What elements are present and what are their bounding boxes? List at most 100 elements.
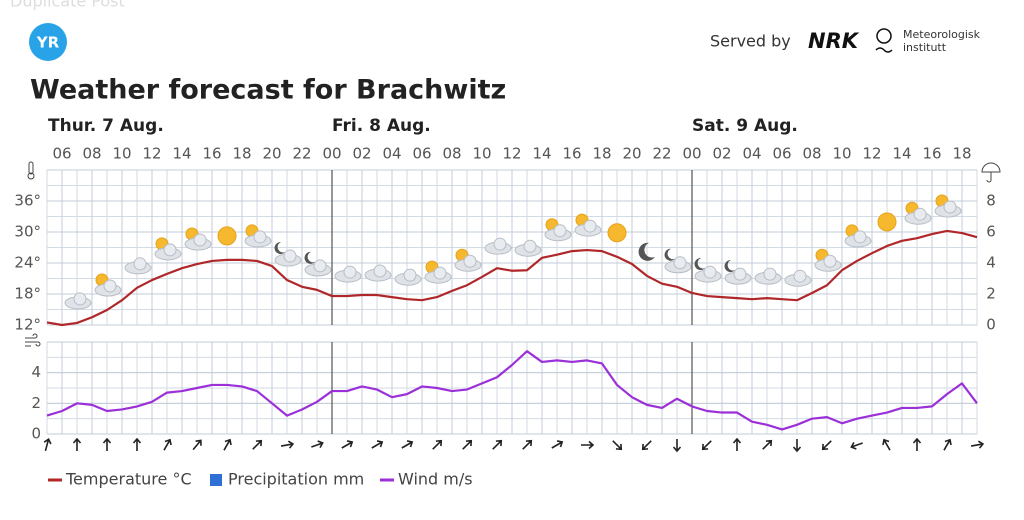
met-text: Meteorologisk bbox=[903, 28, 981, 41]
x-tick-label: 18 bbox=[592, 145, 611, 163]
cloud bbox=[793, 269, 807, 283]
cloud bbox=[163, 243, 177, 257]
weather-symbol bbox=[814, 248, 842, 272]
x-tick-label: 12 bbox=[862, 145, 881, 163]
weather-symbol bbox=[754, 267, 782, 285]
series-line bbox=[46, 229, 978, 327]
y-tick-label: 18° bbox=[14, 285, 41, 303]
cloud bbox=[733, 267, 747, 281]
weather-symbol bbox=[217, 226, 237, 246]
wind-arrow bbox=[462, 439, 473, 450]
cloud bbox=[433, 266, 447, 280]
x-tick-label: 08 bbox=[82, 145, 101, 163]
x-tick-label: 02 bbox=[712, 145, 731, 163]
y2-tick-label: 2 bbox=[986, 285, 996, 303]
x-tick-label: 16 bbox=[202, 145, 221, 163]
sun bbox=[607, 223, 627, 243]
wind-arrow bbox=[401, 440, 414, 449]
overlay-text: Duplicate Post bbox=[10, 0, 125, 11]
weather-symbol bbox=[784, 269, 812, 287]
wind-arrow bbox=[102, 437, 112, 451]
x-tick-label: 10 bbox=[472, 145, 491, 163]
x-tick-label: 00 bbox=[682, 145, 701, 163]
y-tick-label: 4 bbox=[31, 363, 41, 381]
sun bbox=[877, 212, 897, 232]
thermometer-icon bbox=[27, 161, 35, 180]
weather-symbol bbox=[64, 292, 92, 310]
x-tick-label: 14 bbox=[172, 145, 191, 163]
legend-swatch bbox=[210, 474, 222, 486]
x-tick-label: 06 bbox=[52, 145, 71, 163]
moon bbox=[638, 242, 655, 261]
y-tick-label: 36° bbox=[14, 192, 41, 210]
weather-symbol bbox=[664, 248, 692, 274]
x-tick-label: 04 bbox=[382, 145, 401, 163]
weather-symbol bbox=[877, 212, 897, 232]
wind-arrow bbox=[970, 440, 985, 449]
x-tick-label: 00 bbox=[322, 145, 341, 163]
cloud bbox=[103, 279, 117, 293]
y-tick-label: 30° bbox=[14, 223, 41, 241]
wind-arrow bbox=[762, 439, 773, 450]
cloud bbox=[523, 239, 537, 253]
cloud bbox=[673, 256, 687, 270]
x-tick-label: 22 bbox=[292, 145, 311, 163]
x-tick-label: 16 bbox=[562, 145, 581, 163]
wind-arrow bbox=[522, 439, 533, 450]
y2-tick-label: 6 bbox=[986, 223, 996, 241]
weather-symbol bbox=[934, 194, 962, 218]
cloud bbox=[373, 264, 387, 278]
met-logo bbox=[876, 28, 892, 44]
cloud bbox=[283, 249, 297, 263]
weather-symbol bbox=[484, 237, 512, 255]
weather-symbol bbox=[274, 242, 302, 267]
cloud bbox=[403, 268, 417, 282]
x-tick-label: 06 bbox=[412, 145, 431, 163]
x-tick-label: 10 bbox=[832, 145, 851, 163]
cloud bbox=[73, 292, 87, 306]
wind-arrow bbox=[612, 440, 623, 451]
nrk-logo[interactable]: NRK bbox=[808, 29, 860, 53]
wind-arrow bbox=[492, 439, 503, 450]
wind-arrow bbox=[223, 438, 232, 451]
x-tick-label: 08 bbox=[802, 145, 821, 163]
cloud bbox=[343, 265, 357, 279]
cloud bbox=[313, 259, 327, 273]
served-by: Served by bbox=[710, 32, 791, 51]
cloud bbox=[763, 267, 777, 281]
wind-arrow bbox=[72, 437, 82, 451]
weather-symbol bbox=[424, 260, 452, 284]
x-tick-label: 20 bbox=[622, 145, 641, 163]
series-line bbox=[46, 350, 978, 431]
legend-label: Wind m/s bbox=[398, 470, 473, 489]
x-tick-label: 22 bbox=[652, 145, 671, 163]
logo[interactable] bbox=[29, 23, 67, 61]
wind-arrow bbox=[132, 437, 142, 451]
weather-symbol bbox=[638, 242, 655, 261]
moon bbox=[304, 251, 315, 264]
cloud bbox=[553, 224, 567, 238]
legend-label: Temperature °C bbox=[65, 470, 192, 489]
cloud bbox=[583, 219, 597, 233]
weather-symbol bbox=[574, 213, 602, 237]
cloud bbox=[943, 200, 957, 214]
wind-arrow bbox=[371, 440, 384, 449]
wind-arrow bbox=[850, 442, 863, 450]
cloud bbox=[823, 254, 837, 268]
cloud bbox=[913, 207, 927, 221]
weather-symbol bbox=[304, 251, 332, 277]
met-logo-wave bbox=[875, 47, 893, 53]
weather-symbol bbox=[394, 268, 422, 286]
wind-arrow bbox=[581, 440, 595, 450]
x-tick-label: 12 bbox=[502, 145, 521, 163]
cloud bbox=[193, 233, 207, 247]
x-tick-label: 18 bbox=[952, 145, 971, 163]
day-label: Sat. 9 Aug. bbox=[692, 116, 798, 136]
cloud bbox=[133, 257, 147, 271]
weather-symbol bbox=[334, 265, 362, 283]
wind-arrow bbox=[882, 438, 891, 451]
cloud bbox=[493, 237, 507, 251]
cloud bbox=[853, 230, 867, 244]
cloud bbox=[703, 265, 717, 279]
